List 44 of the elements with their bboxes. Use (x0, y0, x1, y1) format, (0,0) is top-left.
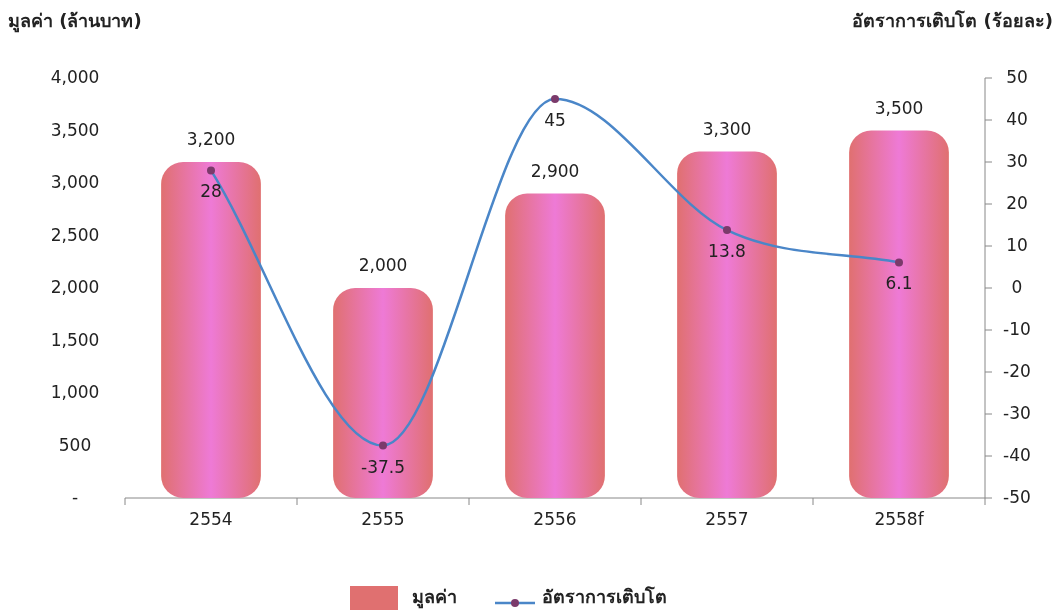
data-label: 2,900 (530, 160, 580, 181)
bar (677, 151, 777, 498)
data-label: 3,300 (702, 118, 752, 139)
y2-tick-label: 30 (1006, 151, 1028, 171)
y2-tick-label: 10 (1006, 235, 1028, 255)
y-tick-label: 2,500 (50, 224, 100, 245)
bar (333, 288, 433, 498)
data-label: 3,500 (874, 97, 924, 118)
y2-tick-label: -10 (1003, 319, 1031, 339)
data-label: 6.1 (885, 273, 913, 294)
x-tick-label: 2557 (705, 509, 749, 529)
y-tick-label: 1,500 (50, 329, 100, 350)
bar (505, 193, 605, 498)
data-label: 2,000 (358, 255, 408, 275)
y2-tick-label: 20 (1006, 193, 1028, 213)
x-tick-label: 2558f (874, 509, 925, 529)
y-tick-label: 3,500 (50, 119, 100, 140)
y2-tick-label: -50 (1003, 487, 1031, 507)
y-tick-label: - (71, 487, 79, 507)
data-label: -37.5 (361, 456, 405, 477)
y-axis-title: มูลค่า (ล้านบาท) (8, 10, 142, 33)
x-tick-label: 2555 (361, 509, 405, 529)
y2-tick-label: 40 (1006, 109, 1028, 129)
data-label: 28 (200, 181, 222, 202)
y2-tick-label: -20 (1003, 361, 1031, 381)
y-tick-label: 500 (58, 434, 92, 455)
legend-label: อัตราการเติบโต (542, 586, 667, 607)
y-tick-label: 2,000 (50, 277, 100, 297)
data-label: 45 (544, 110, 566, 130)
y2-tick-label: 50 (1006, 67, 1028, 87)
y2-axis-title: อัตราการเติบโต (ร้อยละ) (852, 10, 1053, 31)
legend-label: มูลค่า (412, 586, 457, 609)
y-tick-label: 4,000 (50, 67, 100, 87)
y-tick-label: 1,000 (50, 382, 100, 402)
data-label: 13.8 (708, 241, 746, 262)
data-label: 3,200 (186, 129, 236, 149)
y-tick-label: 3,000 (50, 172, 100, 192)
bar (849, 130, 949, 498)
bar (161, 162, 261, 498)
y2-tick-label: -40 (1003, 445, 1031, 465)
x-tick-label: 2556 (533, 509, 577, 529)
y2-tick-label: 0 (1011, 277, 1023, 297)
x-tick-label: 2554 (189, 509, 233, 529)
y2-tick-label: -30 (1003, 403, 1031, 423)
